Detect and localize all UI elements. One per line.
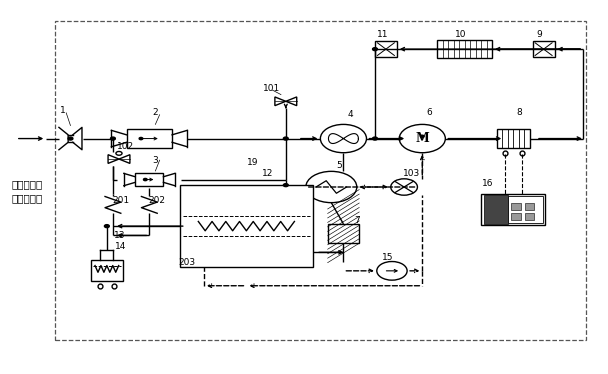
Bar (126, 129, 172, 148)
Polygon shape (275, 97, 286, 106)
Text: 12: 12 (262, 169, 273, 178)
Circle shape (111, 137, 116, 140)
Text: 15: 15 (382, 253, 393, 262)
Polygon shape (108, 155, 119, 163)
Circle shape (283, 184, 288, 187)
Text: 202: 202 (149, 196, 166, 205)
Circle shape (399, 125, 445, 153)
Text: 4: 4 (347, 110, 353, 119)
Circle shape (391, 179, 418, 195)
Bar (328, 224, 359, 243)
Bar (533, 41, 554, 57)
Circle shape (143, 178, 147, 181)
Text: 9: 9 (536, 30, 542, 39)
Circle shape (373, 47, 378, 50)
Text: 7: 7 (354, 216, 361, 225)
Text: 10: 10 (455, 30, 466, 39)
Circle shape (320, 125, 367, 153)
Text: 19: 19 (247, 158, 258, 167)
Bar (55, 21, 586, 340)
Text: 1: 1 (60, 106, 66, 115)
Bar (91, 260, 123, 280)
Bar (484, 195, 508, 224)
Circle shape (283, 137, 288, 140)
Bar (437, 40, 492, 58)
Bar (135, 174, 164, 186)
Text: 101: 101 (263, 84, 280, 93)
Text: 102: 102 (117, 141, 134, 150)
Bar (375, 41, 397, 57)
Circle shape (139, 137, 143, 140)
Text: M: M (415, 132, 429, 145)
Text: 11: 11 (377, 30, 389, 39)
Text: 103: 103 (402, 169, 420, 178)
Text: 3: 3 (153, 156, 158, 165)
Bar (511, 203, 521, 210)
Circle shape (306, 171, 357, 203)
Circle shape (373, 137, 378, 140)
Text: 201: 201 (112, 196, 130, 205)
Circle shape (105, 225, 109, 228)
Bar (482, 193, 545, 225)
Text: 发动机引气
或环控引气: 发动机引气 或环控引气 (12, 179, 43, 203)
Bar (508, 196, 542, 223)
Text: 13: 13 (114, 231, 126, 240)
Text: 2: 2 (153, 108, 158, 117)
Circle shape (68, 137, 73, 140)
Text: 6: 6 (427, 108, 432, 117)
Bar (328, 224, 359, 243)
Circle shape (421, 135, 424, 137)
Bar (497, 129, 530, 148)
Text: 203: 203 (178, 258, 196, 267)
Text: 8: 8 (516, 108, 522, 117)
Polygon shape (119, 155, 130, 163)
Text: 14: 14 (114, 242, 126, 251)
Circle shape (377, 261, 407, 280)
Text: 16: 16 (482, 179, 494, 188)
Bar (179, 185, 313, 267)
Polygon shape (286, 97, 297, 106)
Text: 5: 5 (336, 161, 342, 170)
Bar (525, 213, 534, 220)
Bar (525, 203, 534, 210)
Bar (511, 213, 521, 220)
